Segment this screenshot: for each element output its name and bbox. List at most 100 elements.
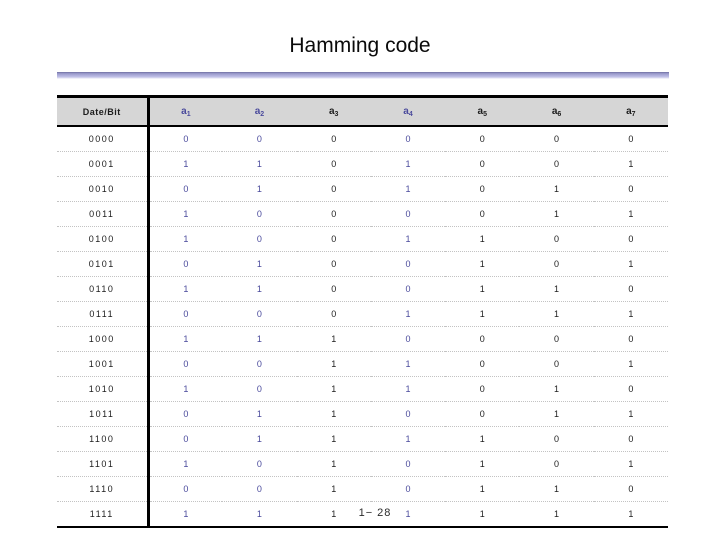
bit-cell: 1	[519, 476, 594, 502]
bit-cell: 0	[183, 134, 189, 144]
bit-cell: 0	[593, 476, 668, 502]
bit-cell: 1	[222, 501, 297, 527]
bit-cell: 1	[519, 376, 594, 402]
bit-cell: 1	[370, 151, 446, 177]
bit-cell: 1	[148, 201, 223, 227]
column-header: a1	[148, 96, 223, 127]
bit-cell: 0	[519, 151, 594, 177]
bit-cell: 1	[296, 326, 371, 352]
bit-cell: 1	[593, 501, 668, 527]
bit-cell: 0	[479, 134, 485, 144]
bit-cell: 1	[296, 501, 371, 527]
bit-cell: 1	[445, 276, 520, 302]
bit-cell: 1	[296, 426, 371, 452]
row-label: 0100	[57, 226, 150, 252]
title-underline-rule	[57, 72, 669, 79]
bit-cell: 0	[445, 176, 520, 202]
column-header: a7	[593, 96, 668, 127]
bit-cell: 1	[148, 376, 223, 402]
row-label: 0010	[57, 176, 150, 202]
column-header: a3	[296, 96, 371, 127]
table-row: 1100 0 1 1 1 1 0 0	[57, 426, 668, 452]
bit-cell: 1	[593, 301, 668, 327]
bit-cell: 1	[519, 276, 594, 302]
bit-cell: 1	[222, 251, 297, 277]
bit-cell: 0	[370, 251, 446, 277]
column-header: a4	[370, 96, 446, 127]
bit-cell: 0	[593, 426, 668, 452]
page-title: Hamming code	[289, 34, 431, 57]
table-row: 0100 1 0 0 1 1 0 0	[57, 226, 668, 252]
bit-cell: 0	[296, 151, 371, 177]
bit-cell: 0	[554, 134, 560, 144]
bit-cell: 1	[148, 276, 223, 302]
bit-cell: 0	[148, 251, 223, 277]
bit-cell: 0	[445, 201, 520, 227]
table-row: 0110 1 1 0 0 1 1 0	[57, 276, 668, 302]
corner-header: Date/Bit	[57, 96, 150, 127]
bit-cell: 1	[593, 251, 668, 277]
bit-cell: 1	[519, 501, 594, 527]
bit-cell: 1	[445, 501, 520, 527]
table-row: 0011 1 0 0 0 0 1 1	[57, 201, 668, 227]
bit-cell: 1	[296, 351, 371, 377]
bit-cell: 1	[519, 301, 594, 327]
bit-cell: 1	[296, 376, 371, 402]
row-label: 0111	[57, 301, 150, 327]
row-label: 0000	[57, 126, 150, 152]
bit-cell: 1	[445, 226, 520, 252]
bit-cell: 1	[593, 151, 668, 177]
row-label: 1110	[57, 476, 150, 502]
bit-cell: 1	[445, 451, 520, 477]
bit-cell: 0	[296, 251, 371, 277]
bit-cell: 0	[222, 301, 297, 327]
bit-cell: 1	[148, 226, 223, 252]
table-row: 1000 1 1 1 0 0 0 0	[57, 326, 668, 352]
row-label: 0101	[57, 251, 150, 277]
bit-cell: 0	[628, 134, 634, 144]
bit-cell: 0	[445, 151, 520, 177]
bit-cell: 1	[296, 476, 371, 502]
bit-cell: 0	[370, 326, 446, 352]
bit-cell: 0	[519, 426, 594, 452]
bit-cell: 0	[222, 476, 297, 502]
table-row: 0001 1 1 0 1 0 0 1	[57, 151, 668, 177]
bit-cell: 0	[148, 301, 223, 327]
bit-cell: 1	[296, 401, 371, 427]
bit-cell: 1	[296, 451, 371, 477]
row-label: 1111	[57, 501, 150, 527]
bit-cell: 0	[148, 401, 223, 427]
bit-cell: 1	[445, 251, 520, 277]
bit-cell: 0	[370, 201, 446, 227]
bit-cell: 1	[370, 301, 446, 327]
row-label: 0110	[57, 276, 150, 302]
column-header: a2	[222, 96, 297, 127]
bit-cell: 0	[222, 451, 297, 477]
bit-cell: 0	[148, 476, 223, 502]
bit-cell: 0	[331, 134, 337, 144]
bit-cell: 0	[593, 376, 668, 402]
bit-cell: 0	[222, 226, 297, 252]
bit-cell: 0	[519, 451, 594, 477]
table-row: 1010 1 0 1 1 0 1 0	[57, 376, 668, 402]
bit-cell: 1	[519, 401, 594, 427]
bit-cell: 0	[296, 276, 371, 302]
bit-cell: 1	[593, 351, 668, 377]
table-row: 0111 0 0 0 1 1 1 1	[57, 301, 668, 327]
bit-cell: 0	[445, 376, 520, 402]
bit-cell: 0	[222, 351, 297, 377]
bit-cell: 0	[148, 426, 223, 452]
bit-cell: 0	[445, 401, 520, 427]
bit-cell: 0	[222, 376, 297, 402]
table-row: 0010 0 1 0 1 0 1 0	[57, 176, 668, 202]
column-header: a6	[519, 96, 594, 127]
bit-cell: 0	[519, 226, 594, 252]
bit-cell: 0	[593, 176, 668, 202]
table-row: 1110 0 0 1 0 1 1 0	[57, 476, 668, 502]
bit-cell: 1	[370, 226, 446, 252]
bit-cell: 1	[370, 376, 446, 402]
bit-cell: 0	[519, 251, 594, 277]
bit-cell: 0	[296, 201, 371, 227]
row-label: 0011	[57, 201, 150, 227]
